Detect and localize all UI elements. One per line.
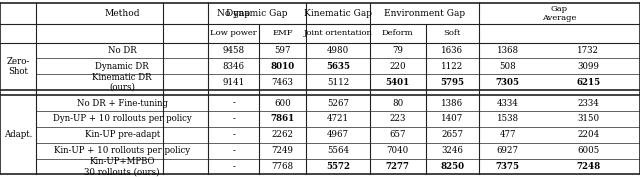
Text: 220: 220	[390, 62, 406, 71]
Text: 79: 79	[392, 46, 403, 55]
Text: 3246: 3246	[441, 146, 463, 155]
Text: 8250: 8250	[440, 162, 464, 171]
Text: 657: 657	[390, 130, 406, 139]
Text: Deform: Deform	[382, 30, 413, 38]
Text: 7249: 7249	[271, 146, 294, 155]
Text: 223: 223	[390, 114, 406, 123]
Text: 3150: 3150	[577, 114, 599, 123]
Text: 1386: 1386	[441, 99, 463, 108]
Text: Method: Method	[104, 9, 140, 18]
Text: 7463: 7463	[271, 78, 294, 87]
Text: 597: 597	[275, 46, 291, 55]
Text: EMF: EMF	[272, 30, 293, 38]
Text: 6215: 6215	[576, 78, 600, 87]
Text: Kin-UP+MPBO
30 rollouts (ours): Kin-UP+MPBO 30 rollouts (ours)	[84, 157, 160, 176]
Text: 477: 477	[499, 130, 516, 139]
Text: 8346: 8346	[223, 62, 244, 71]
Text: Joint orientation: Joint orientation	[303, 30, 372, 38]
Text: 1407: 1407	[441, 114, 463, 123]
Text: 4721: 4721	[327, 114, 349, 123]
Text: -: -	[232, 114, 235, 123]
Text: 5795: 5795	[440, 78, 464, 87]
Text: -: -	[232, 99, 235, 108]
Text: Dynamic Gap: Dynamic Gap	[226, 9, 288, 18]
Text: 5572: 5572	[326, 162, 350, 171]
Text: 7768: 7768	[271, 162, 294, 171]
Text: Low power: Low power	[210, 30, 257, 38]
Text: Dynamic DR: Dynamic DR	[95, 62, 149, 71]
Text: 1732: 1732	[577, 46, 599, 55]
Text: 1122: 1122	[441, 62, 463, 71]
Text: 9458: 9458	[223, 46, 244, 55]
Text: -: -	[232, 162, 235, 171]
Text: 3099: 3099	[577, 62, 599, 71]
Text: Environment Gap: Environment Gap	[384, 9, 465, 18]
Text: 1538: 1538	[497, 114, 518, 123]
Text: 7305: 7305	[495, 78, 520, 87]
Text: 5267: 5267	[327, 99, 349, 108]
Text: Kin-UP + 10 rollouts per policy: Kin-UP + 10 rollouts per policy	[54, 146, 190, 155]
Text: 6927: 6927	[497, 146, 518, 155]
Text: 80: 80	[392, 99, 403, 108]
Text: 7040: 7040	[387, 146, 409, 155]
Text: 7277: 7277	[386, 162, 410, 171]
Text: 8010: 8010	[271, 62, 294, 71]
Text: -: -	[232, 146, 235, 155]
Text: 5401: 5401	[386, 78, 410, 87]
Text: Kin-UP pre-adapt: Kin-UP pre-adapt	[84, 130, 160, 139]
Text: Soft: Soft	[444, 30, 461, 38]
Text: 7248: 7248	[576, 162, 600, 171]
Text: 4334: 4334	[497, 99, 518, 108]
Text: No DR + Fine-tuning: No DR + Fine-tuning	[77, 99, 168, 108]
Text: 2334: 2334	[577, 99, 599, 108]
Text: Zero-
Shot: Zero- Shot	[6, 57, 30, 76]
Text: Adapt.: Adapt.	[4, 130, 33, 139]
Text: No gap: No gap	[217, 9, 250, 18]
Text: Kinematic Gap: Kinematic Gap	[304, 9, 372, 18]
Text: 5564: 5564	[327, 146, 349, 155]
Text: 1368: 1368	[497, 46, 518, 55]
Text: Dyn-UP + 10 rollouts per policy: Dyn-UP + 10 rollouts per policy	[53, 114, 191, 123]
Text: 4967: 4967	[327, 130, 349, 139]
Text: 2204: 2204	[577, 130, 599, 139]
Text: 600: 600	[274, 99, 291, 108]
Text: 5112: 5112	[327, 78, 349, 87]
Text: 7861: 7861	[271, 114, 294, 123]
Text: 7375: 7375	[495, 162, 520, 171]
Text: 4980: 4980	[327, 46, 349, 55]
Text: 1636: 1636	[441, 46, 463, 55]
Text: 2262: 2262	[271, 130, 294, 139]
Text: No DR: No DR	[108, 46, 136, 55]
Text: 2657: 2657	[441, 130, 463, 139]
Text: Gap
Average: Gap Average	[542, 5, 577, 22]
Text: 5635: 5635	[326, 62, 350, 71]
Text: -: -	[232, 130, 235, 139]
Text: 6005: 6005	[577, 146, 599, 155]
Text: 9141: 9141	[223, 78, 244, 87]
Text: Kinematic DR
(ours): Kinematic DR (ours)	[92, 73, 152, 92]
Text: 508: 508	[499, 62, 516, 71]
